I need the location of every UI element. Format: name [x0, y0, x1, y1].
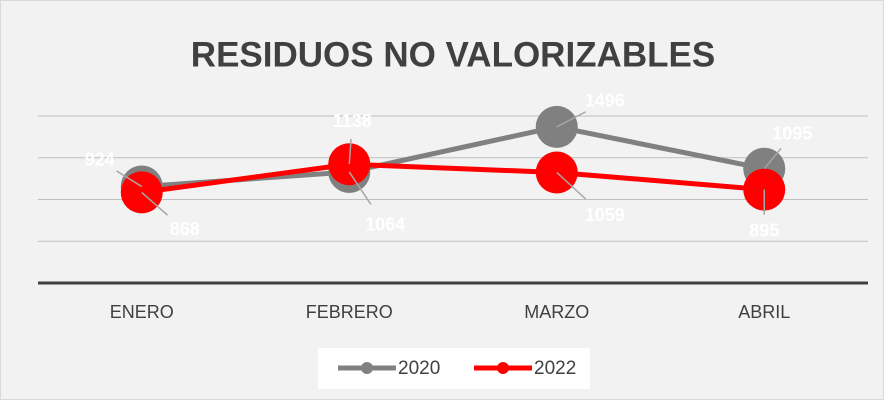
data-label: 1496	[585, 91, 625, 111]
data-label: 1095	[772, 123, 812, 143]
series-line	[141, 161, 765, 195]
legend-label: 2020	[398, 358, 440, 379]
legend-marker	[361, 362, 373, 374]
leader-line	[116, 170, 143, 188]
chart-title: RESIDUOS NO VALORIZABLES	[191, 35, 715, 74]
x-tick-label: ABRIL	[738, 302, 790, 322]
leader-line	[348, 171, 372, 205]
leader-line	[348, 138, 352, 165]
x-tick-label: MARZO	[524, 302, 589, 322]
legend-marker	[497, 362, 509, 374]
data-label: 895	[749, 220, 779, 240]
leader-line	[556, 171, 587, 200]
x-tick-label: ENERO	[110, 302, 174, 322]
marker	[535, 105, 578, 148]
data-label: 868	[170, 219, 200, 239]
x-tick-label: FEBRERO	[306, 302, 393, 322]
data-label: 1064	[365, 215, 405, 235]
leader-line	[763, 147, 782, 170]
data-label: 1138	[333, 111, 372, 131]
legend-label: 2022	[534, 358, 576, 379]
leader-line	[141, 191, 169, 216]
data-label: 924	[85, 149, 115, 169]
leader-line	[556, 111, 586, 128]
data-label: 1059	[585, 205, 625, 225]
